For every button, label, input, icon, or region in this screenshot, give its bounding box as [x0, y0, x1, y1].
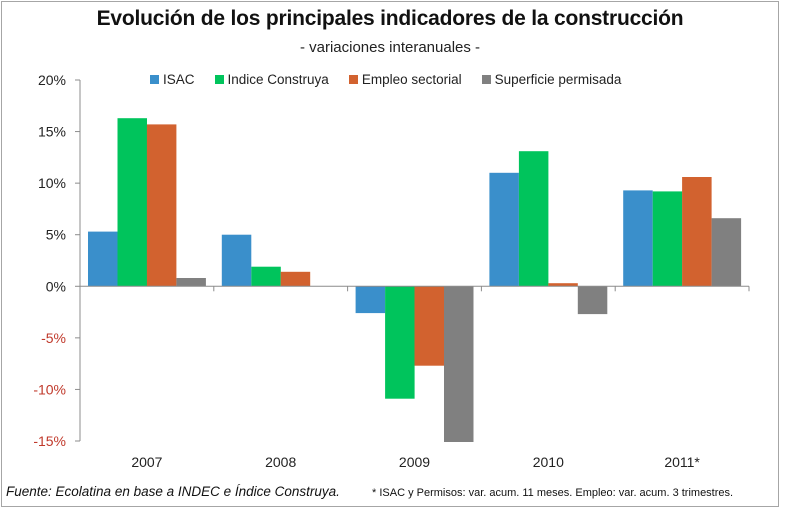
chart-title: Evolución de los principales indicadores…: [96, 7, 684, 30]
bar-indice-construya-2009: [385, 286, 415, 399]
legend-label-superficie-permisada: Superficie permisada: [494, 72, 622, 87]
legend-item-isac: ISAC: [150, 72, 195, 87]
legend-swatch-isac: [150, 75, 159, 84]
bar-indice-construya-2011: [652, 191, 683, 287]
y-tick-label: 10%: [38, 175, 66, 191]
bars-group: [88, 118, 742, 442]
legend-item-empleo-sectorial: Empleo sectorial: [348, 72, 462, 87]
axes-group: [79, 80, 750, 441]
x-tick-label: 2008: [265, 454, 296, 470]
y-tick-label: -10%: [33, 381, 66, 397]
y-tick-label: 5%: [46, 227, 66, 243]
bar-superficie-permisada-2007: [176, 278, 206, 287]
bar-indice-construya-2007: [117, 118, 147, 287]
legend-swatch-empleo-sectorial: [348, 75, 358, 84]
y-ticks-group: 20% 15% 10% 5% 0% -5% -10% -15%: [33, 72, 80, 449]
legend: ISAC Indice Construya Empleo sectorial S…: [150, 72, 621, 87]
legend-label-isac: ISAC: [163, 72, 195, 87]
source-note: Fuente: Ecolatina en base a INDEC e Índi…: [6, 484, 340, 499]
legend-item-superficie-permisada: Superficie permisada: [481, 72, 622, 87]
bar-isac-2009: [355, 286, 386, 314]
footnote: * ISAC y Permisos: var. acum. 11 meses. …: [372, 487, 734, 499]
bar-superficie-permisada-2010: [577, 286, 608, 315]
bar-empleo-sectorial-2007: [146, 124, 177, 287]
y-tick-label: 20%: [38, 72, 66, 88]
bar-empleo-sectorial-2011: [682, 177, 712, 287]
bar-isac-2011: [623, 190, 653, 287]
chart-subtitle: - variaciones interanuales -: [299, 39, 481, 56]
bar-indice-construya-2008: [251, 266, 281, 287]
y-tick-label: 15%: [38, 124, 66, 140]
bar-superficie-permisada-2009: [444, 286, 474, 442]
y-tick-label: -5%: [41, 330, 66, 346]
x-tick-label: 2010: [533, 454, 564, 470]
bar-empleo-sectorial-2010: [548, 283, 578, 287]
x-tick-label: 2011*: [664, 454, 700, 470]
bar-indice-construya-2010: [518, 151, 549, 287]
legend-item-indice-construya: Indice Construya: [214, 72, 329, 87]
legend-label-indice-construya: Indice Construya: [227, 72, 329, 87]
bar-empleo-sectorial-2008: [280, 271, 311, 287]
legend-swatch-indice-construya: [214, 75, 224, 84]
bar-isac-2010: [489, 172, 519, 287]
bar-isac-2007: [88, 231, 118, 287]
legend-swatch-superficie-permisada: [481, 75, 491, 84]
legend-label-empleo-sectorial: Empleo sectorial: [361, 72, 462, 87]
bar-isac-2008: [221, 234, 252, 287]
bar-superficie-permisada-2011: [711, 218, 742, 287]
y-tick-label: -15%: [33, 433, 66, 449]
x-labels-group: 2007 2008 2009 2010 2011*: [131, 454, 700, 470]
x-tick-label: 2009: [399, 454, 430, 470]
bar-empleo-sectorial-2009: [414, 286, 444, 366]
x-tick-label: 2007: [131, 454, 162, 470]
y-tick-label: 0%: [46, 278, 66, 294]
